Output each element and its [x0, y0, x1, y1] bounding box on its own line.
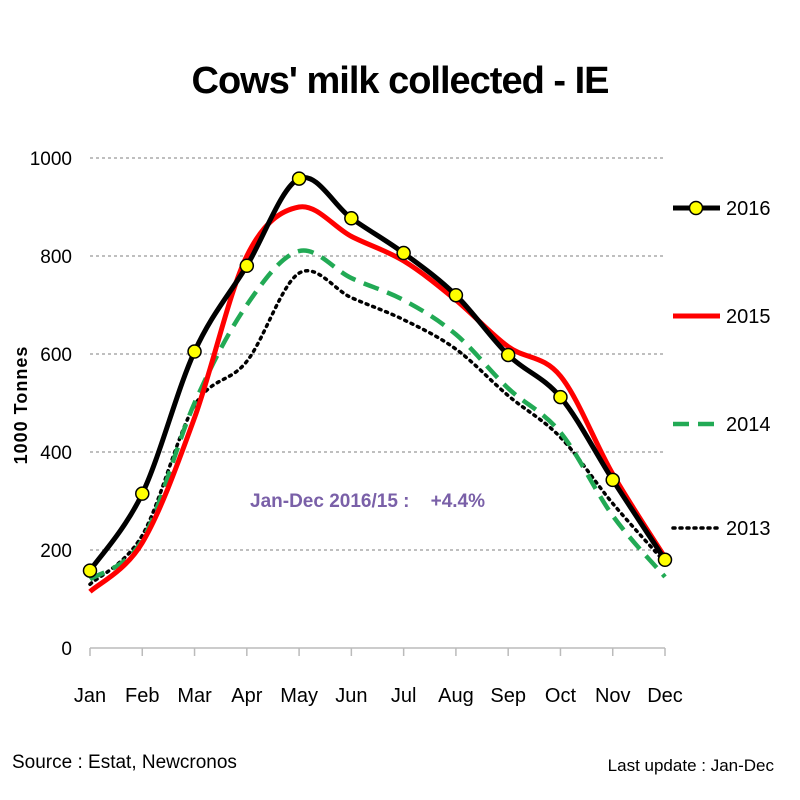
axes: 0 200 400 600 800 1000 Jan Feb Mar Apr May Jun Jul Au… — [30, 149, 683, 707]
data-point-2016 — [82, 563, 98, 578]
last-update-note: Last update : Jan-Dec — [607, 756, 774, 775]
x-tick-label: Jan — [74, 685, 106, 707]
data-point-2016 — [448, 287, 464, 303]
data-point-2016 — [187, 344, 202, 359]
y-tick-label: 1000 — [30, 149, 72, 170]
x-tick-label: Apr — [231, 685, 262, 707]
data-point-2016 — [657, 552, 673, 568]
x-tick-label: Oct — [545, 685, 577, 707]
data-point-2016 — [553, 389, 568, 405]
x-tick-label: Aug — [438, 685, 474, 707]
x-tick-label: Mar — [177, 685, 212, 707]
chart-title: Cows' milk collected - IE — [191, 60, 610, 102]
series-line-2014 — [88, 248, 667, 582]
x-tick-label: Nov — [595, 685, 631, 707]
legend-marker-2016 — [688, 200, 704, 216]
data-markers — [82, 171, 673, 578]
legend: 2016 2015 2014 2013 — [671, 198, 771, 540]
legend-label-2014: 2014 — [726, 414, 771, 436]
y-tick-label: 400 — [40, 443, 72, 464]
x-tick-label: Dec — [647, 685, 683, 707]
chart-annotation: Jan-Dec 2016/15 : +4.4% — [250, 491, 485, 512]
legend-label-2015: 2015 — [726, 306, 771, 328]
y-tick-label: 800 — [40, 247, 72, 268]
data-point-2016 — [344, 211, 359, 226]
data-point-2016 — [291, 171, 307, 186]
series-line-2015 — [88, 204, 668, 594]
data-point-2016 — [239, 258, 255, 274]
series-lines — [87, 174, 668, 594]
data-point-2016 — [135, 486, 150, 501]
legend-label-2013: 2013 — [726, 518, 771, 540]
y-tick-label: 600 — [40, 345, 72, 366]
x-tick-label: Feb — [125, 685, 159, 707]
y-tick-label: 0 — [61, 639, 72, 660]
source-note: Source : Estat, Newcronos — [12, 752, 237, 773]
data-point-2016 — [396, 245, 411, 261]
x-tick-label: May — [280, 685, 318, 707]
data-point-2016 — [605, 472, 620, 488]
y-axis-label: 1000 Tonnes — [11, 346, 31, 465]
x-tick-label: Jun — [335, 685, 367, 707]
legend-label-2016: 2016 — [726, 198, 771, 220]
y-tick-label: 200 — [40, 541, 72, 562]
x-tick-label: Sep — [490, 685, 526, 707]
data-point-2016 — [500, 347, 516, 363]
x-tick-label: Jul — [391, 685, 417, 707]
